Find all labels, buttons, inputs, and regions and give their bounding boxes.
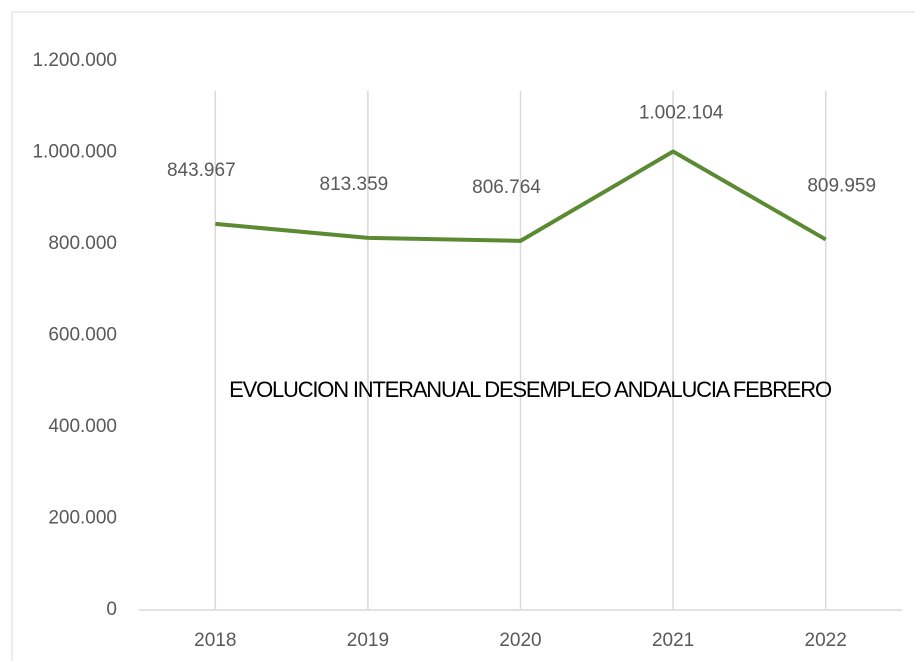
y-tick-label: 0 [106,599,117,620]
data-label: 809.959 [807,175,876,196]
data-label: 806.764 [472,177,541,198]
x-tick-label: 2021 [652,630,694,651]
y-tick-label: 200.000 [48,508,117,529]
y-tick-label: 800.000 [48,233,117,254]
y-tick-label: 1.200.000 [32,50,117,71]
x-tick-label: 2019 [347,630,389,651]
chart-title: EVOLUCION INTERANUAL DESEMPLEO ANDALUCIA… [229,377,832,402]
y-tick-label: 1.000.000 [32,142,117,163]
chart-frame [11,11,915,661]
data-label: 813.359 [320,174,389,195]
x-tick-label: 2020 [499,630,541,651]
x-tick-label: 2018 [194,630,236,651]
x-tick-label: 2022 [805,630,847,651]
data-label: 843.967 [167,160,236,181]
series-line [215,149,827,243]
data-label: 1.002.104 [639,103,724,124]
y-tick-label: 600.000 [48,325,117,346]
y-tick-label: 400.000 [48,416,117,437]
